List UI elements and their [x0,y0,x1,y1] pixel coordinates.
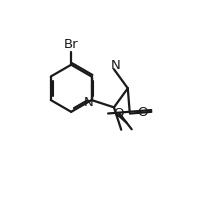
Text: N: N [83,96,93,109]
Text: Br: Br [64,38,78,51]
Text: N: N [110,59,120,72]
Text: O: O [114,107,124,120]
Text: O: O [137,106,147,119]
